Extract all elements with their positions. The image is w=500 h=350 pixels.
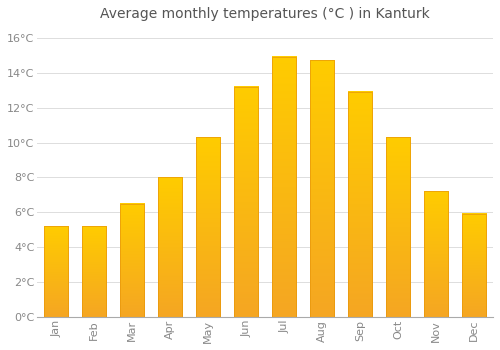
Bar xyxy=(348,92,372,317)
Bar xyxy=(44,226,68,317)
Title: Average monthly temperatures (°C ) in Kanturk: Average monthly temperatures (°C ) in Ka… xyxy=(100,7,430,21)
Bar xyxy=(82,226,106,317)
Bar xyxy=(158,177,182,317)
Bar xyxy=(462,214,486,317)
Bar xyxy=(310,61,334,317)
Bar xyxy=(196,137,220,317)
Bar xyxy=(386,137,410,317)
Bar xyxy=(272,57,296,317)
Bar xyxy=(234,87,258,317)
Bar xyxy=(424,191,448,317)
Bar xyxy=(120,204,144,317)
